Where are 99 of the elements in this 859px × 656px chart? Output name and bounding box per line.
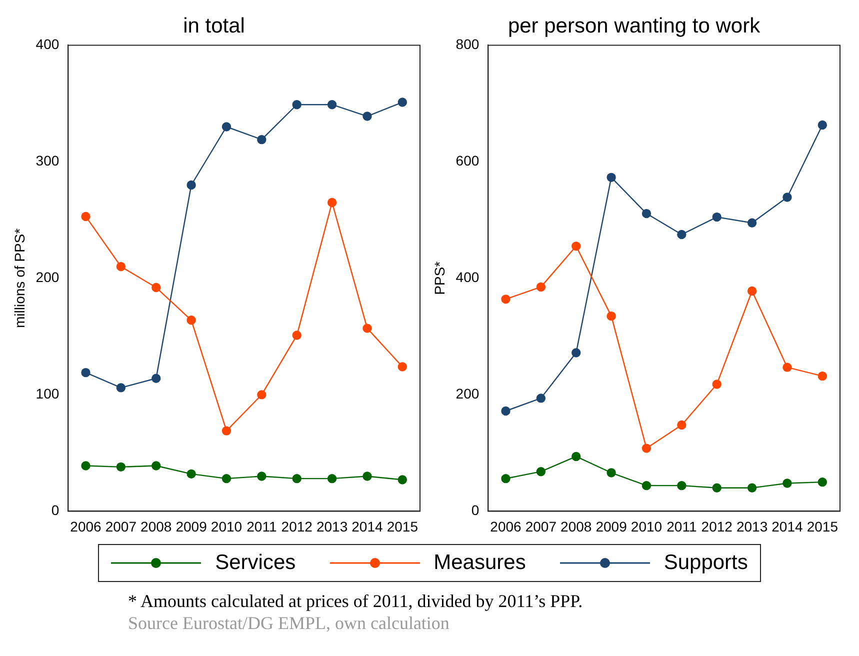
point xyxy=(292,330,302,340)
x-tick-label: 2010 xyxy=(630,518,662,534)
x-tick-label: 2008 xyxy=(560,518,592,534)
point xyxy=(116,262,126,272)
point xyxy=(536,466,546,476)
point xyxy=(292,474,302,484)
x-tick-label: 2015 xyxy=(806,518,838,534)
point xyxy=(186,180,196,190)
x-tick-label: 2014 xyxy=(352,518,384,534)
point xyxy=(501,294,510,304)
x-tick-label: 2009 xyxy=(176,518,208,534)
point xyxy=(712,483,722,492)
x-tick-label: 2013 xyxy=(736,518,768,534)
y-tick-label: 400 xyxy=(456,269,480,286)
chart-title: in total xyxy=(183,14,245,38)
point xyxy=(186,316,196,325)
x-tick-label: 2012 xyxy=(701,518,733,534)
chart-title: per person wanting to work xyxy=(508,14,761,38)
source-note: Source Eurostat/DG EMPL, own calculation xyxy=(128,612,450,634)
y-tick-label: 100 xyxy=(36,386,60,402)
point xyxy=(606,172,616,182)
point xyxy=(642,208,652,218)
y-axis-title: millions of PPS* xyxy=(11,228,28,328)
y-tick-label: 400 xyxy=(36,36,60,52)
point xyxy=(222,426,232,436)
point xyxy=(501,474,510,484)
point xyxy=(606,311,616,321)
x-tick-label: 2015 xyxy=(386,518,418,534)
point xyxy=(712,212,722,222)
point xyxy=(572,452,581,462)
legend-label: Services xyxy=(215,551,296,575)
point xyxy=(606,468,616,478)
point xyxy=(186,469,196,479)
point xyxy=(747,483,757,492)
x-tick-label: 2006 xyxy=(70,518,102,534)
point xyxy=(362,472,372,481)
point xyxy=(116,383,126,392)
point xyxy=(572,348,581,358)
point xyxy=(81,368,90,378)
point xyxy=(536,394,546,403)
y-tick-label: 0 xyxy=(471,502,480,518)
point xyxy=(81,212,90,222)
x-tick-label: 2007 xyxy=(525,518,557,534)
point xyxy=(398,362,408,372)
legend-label: Supports xyxy=(664,551,748,575)
point xyxy=(782,362,792,372)
point xyxy=(257,472,266,481)
point xyxy=(81,461,90,470)
point xyxy=(257,390,266,400)
point xyxy=(257,134,266,144)
point xyxy=(572,242,581,251)
text: * Amounts calculated at prices of 2011, divided by 2011’s PPP. xyxy=(128,590,584,612)
point xyxy=(398,98,408,107)
x-tick-label: 2011 xyxy=(246,518,277,534)
x-tick-label: 2013 xyxy=(316,518,348,534)
x-tick-label: 2011 xyxy=(666,518,697,534)
y-tick-label: 200 xyxy=(456,386,480,402)
point xyxy=(222,474,232,484)
point xyxy=(152,461,161,470)
x-tick-label: 2007 xyxy=(105,518,137,534)
point xyxy=(327,474,337,484)
point xyxy=(642,444,652,453)
x-tick-label: 2009 xyxy=(596,518,628,534)
y-tick-label: 200 xyxy=(36,269,60,286)
point xyxy=(292,100,302,110)
y-tick-label: 300 xyxy=(36,152,60,169)
point xyxy=(152,282,161,292)
x-tick-label: 2010 xyxy=(210,518,242,534)
point xyxy=(818,371,828,381)
point xyxy=(747,218,757,228)
point xyxy=(782,478,792,488)
point xyxy=(362,112,372,121)
point xyxy=(327,100,337,110)
point xyxy=(501,406,510,416)
point xyxy=(818,120,828,130)
point xyxy=(747,286,757,296)
point xyxy=(362,324,372,333)
legend-label: Measures xyxy=(434,551,526,575)
point xyxy=(782,192,792,202)
x-tick-label: 2008 xyxy=(140,518,172,534)
point xyxy=(677,420,686,430)
x-tick-label: 2012 xyxy=(281,518,313,534)
y-axis-title: PPS* xyxy=(431,260,448,295)
y-tick-label: 0 xyxy=(51,502,60,518)
point xyxy=(642,480,652,490)
x-tick-label: 2014 xyxy=(772,518,804,534)
y-tick-label: 600 xyxy=(456,152,480,169)
point xyxy=(116,462,126,472)
point xyxy=(712,380,722,389)
y-tick-label: 800 xyxy=(456,36,480,52)
point xyxy=(222,122,232,132)
point xyxy=(327,198,337,208)
point xyxy=(677,230,686,240)
point xyxy=(152,374,161,383)
point xyxy=(818,477,828,487)
x-tick-label: 2006 xyxy=(490,518,522,534)
point xyxy=(536,282,546,292)
point xyxy=(398,475,408,484)
point xyxy=(677,480,686,490)
